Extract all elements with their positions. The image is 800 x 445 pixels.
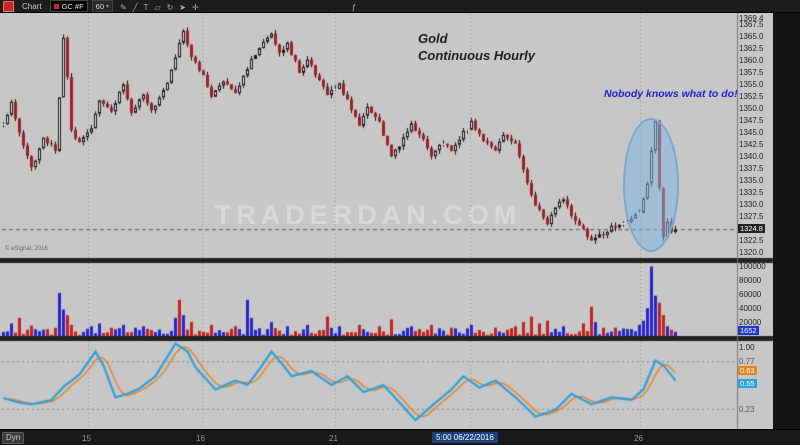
volume-badge: 1652 — [738, 326, 759, 335]
stochastic-signal-badge: 0.63 — [738, 365, 757, 375]
app-icon[interactable] — [3, 0, 14, 12]
title-line-2: Continuous Hourly — [418, 48, 535, 63]
interval-value: 60 — [95, 1, 104, 11]
symbol-text: GC #F — [61, 1, 84, 11]
crosshair-icon[interactable]: ✛ — [192, 3, 199, 12]
time-tick-label: 21 — [329, 434, 338, 443]
time-tick-label: 16 — [196, 434, 205, 443]
pencil-icon[interactable]: ✎ — [120, 3, 127, 12]
title-line-1: Gold — [418, 31, 448, 46]
top-toolbar: Chart GC #F 60 ▾ ✎ ╱ T ▱ ↻ ➤ ✛ ƒ — [0, 0, 800, 13]
line-tool-icon[interactable]: ╱ — [132, 3, 138, 12]
interval-dropdown[interactable]: 60 ▾ — [91, 0, 114, 12]
time-axis-bar: Dyn 15 16 21 26 5:00 06/22/2016 — [0, 429, 800, 445]
symbol-status-icon — [53, 3, 59, 9]
dyn-button[interactable]: Dyn — [2, 432, 25, 444]
symbol-input[interactable]: GC #F — [49, 0, 88, 12]
stochastic-fast-badge: 0.55 — [738, 378, 757, 388]
last-price-badge: 1324.8 — [738, 224, 765, 234]
refresh-icon[interactable]: ↻ — [166, 3, 174, 12]
right-scroll-strip: ◂▸ — [773, 0, 800, 445]
chevron-down-icon: ▾ — [106, 3, 110, 10]
fibonacci-icon[interactable]: ƒ — [351, 3, 357, 12]
text-annotation[interactable]: Nobody knows what to do! — [604, 88, 738, 100]
cursor-time-badge: 5:00 06/22/2016 — [432, 432, 498, 443]
chart-tab[interactable]: Chart — [22, 1, 42, 11]
eraser-icon[interactable]: ▱ — [154, 3, 161, 12]
pointer-icon[interactable]: ➤ — [179, 3, 186, 12]
time-tick-label: 15 — [82, 434, 91, 443]
copyright-label: © eSignal, 2016 — [5, 246, 48, 252]
text-tool-icon[interactable]: T — [143, 3, 149, 12]
chart-title-annotation[interactable]: Gold Continuous Hourly — [418, 30, 535, 64]
highlight-ellipse-annotation[interactable] — [623, 118, 679, 252]
drawing-toolbar: ✎ ╱ T ▱ ↻ ➤ ✛ ƒ — [117, 0, 359, 15]
time-tick-label: 26 — [634, 434, 643, 443]
